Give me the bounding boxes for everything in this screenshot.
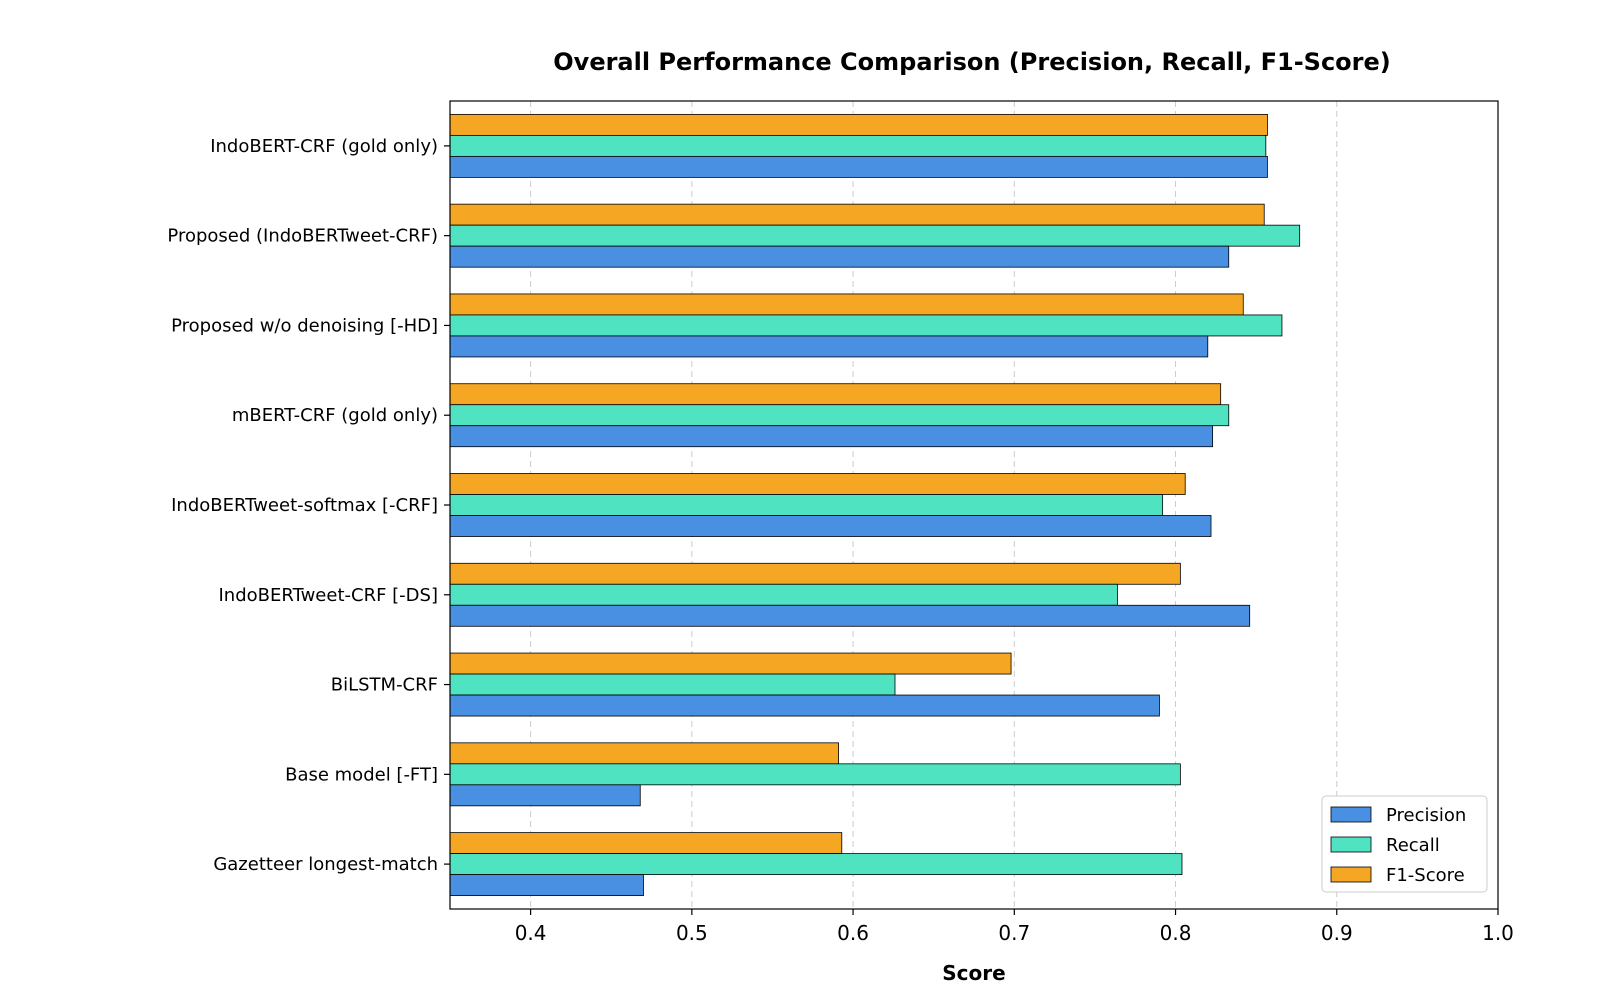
x-tick-label: 0.9 bbox=[1321, 921, 1353, 945]
x-axis-label: Score bbox=[942, 961, 1005, 985]
y-axis: IndoBERT-CRF (gold only) Proposed (IndoBE… bbox=[167, 136, 450, 875]
bar-recall bbox=[449, 224, 1301, 247]
bar-recall bbox=[449, 494, 1164, 516]
bar-recall bbox=[449, 583, 1118, 606]
x-tick-label: 0.7 bbox=[998, 921, 1030, 945]
bar-f1-score bbox=[449, 652, 1012, 675]
bar-precision bbox=[449, 784, 641, 807]
bar-recall bbox=[449, 404, 1230, 427]
bar-recall bbox=[449, 314, 1283, 337]
y-category-label: BiLSTM-CRF bbox=[331, 675, 438, 696]
bar-f1-score bbox=[449, 383, 1222, 406]
legend-swatch bbox=[1330, 866, 1372, 883]
bar-f1-score bbox=[449, 562, 1181, 585]
y-category-label: Base model [-FT] bbox=[285, 764, 438, 785]
bar-precision bbox=[449, 604, 1251, 627]
bar-precision bbox=[449, 155, 1268, 178]
bar-recall bbox=[449, 853, 1183, 876]
bar-f1-score bbox=[449, 473, 1186, 495]
bar-recall bbox=[449, 763, 1181, 786]
legend-label: Precision bbox=[1386, 805, 1466, 826]
legend-label: Recall bbox=[1386, 835, 1440, 856]
bars bbox=[449, 113, 1301, 897]
bar-f1-score bbox=[449, 113, 1268, 136]
bar-f1-score bbox=[449, 203, 1265, 226]
legend: Precision Recall F1-Score bbox=[1321, 795, 1488, 893]
y-category-label: Proposed w/o denoising [-HD] bbox=[171, 315, 438, 336]
bar-precision bbox=[449, 515, 1212, 537]
y-category-label: Proposed (IndoBERTweet-CRF) bbox=[167, 226, 438, 247]
legend-swatch bbox=[1330, 806, 1372, 823]
x-tick-label: 1.0 bbox=[1482, 921, 1514, 945]
x-axis: 0.4 0.5 0.6 0.7 0.8 0.9 1.0 bbox=[515, 909, 1514, 945]
x-tick-label: 0.8 bbox=[1160, 921, 1192, 945]
bar-recall bbox=[449, 673, 896, 696]
bar-f1-score bbox=[449, 832, 843, 855]
y-category-label: Gazetteer longest-match bbox=[213, 854, 438, 875]
legend-label: F1-Score bbox=[1386, 865, 1465, 886]
y-category-label: IndoBERTweet-softmax [-CRF] bbox=[171, 495, 438, 516]
x-tick-label: 0.4 bbox=[515, 921, 547, 945]
bar-precision bbox=[449, 694, 1160, 717]
x-tick-label: 0.5 bbox=[676, 921, 708, 945]
chart-title: Overall Performance Comparison (Precisio… bbox=[553, 48, 1390, 76]
bar-precision bbox=[449, 425, 1214, 448]
x-tick-label: 0.6 bbox=[837, 921, 869, 945]
y-category-label: mBERT-CRF (gold only) bbox=[232, 405, 438, 426]
bar-precision bbox=[449, 245, 1230, 268]
y-category-label: IndoBERT-CRF (gold only) bbox=[210, 136, 438, 157]
bar-precision bbox=[449, 874, 644, 897]
bar-precision bbox=[449, 335, 1209, 358]
legend-swatch bbox=[1330, 836, 1372, 853]
bar-f1-score bbox=[449, 742, 839, 765]
bar-f1-score bbox=[449, 293, 1244, 316]
y-category-label: IndoBERTweet-CRF [-DS] bbox=[219, 585, 439, 606]
bar-recall bbox=[449, 134, 1267, 157]
